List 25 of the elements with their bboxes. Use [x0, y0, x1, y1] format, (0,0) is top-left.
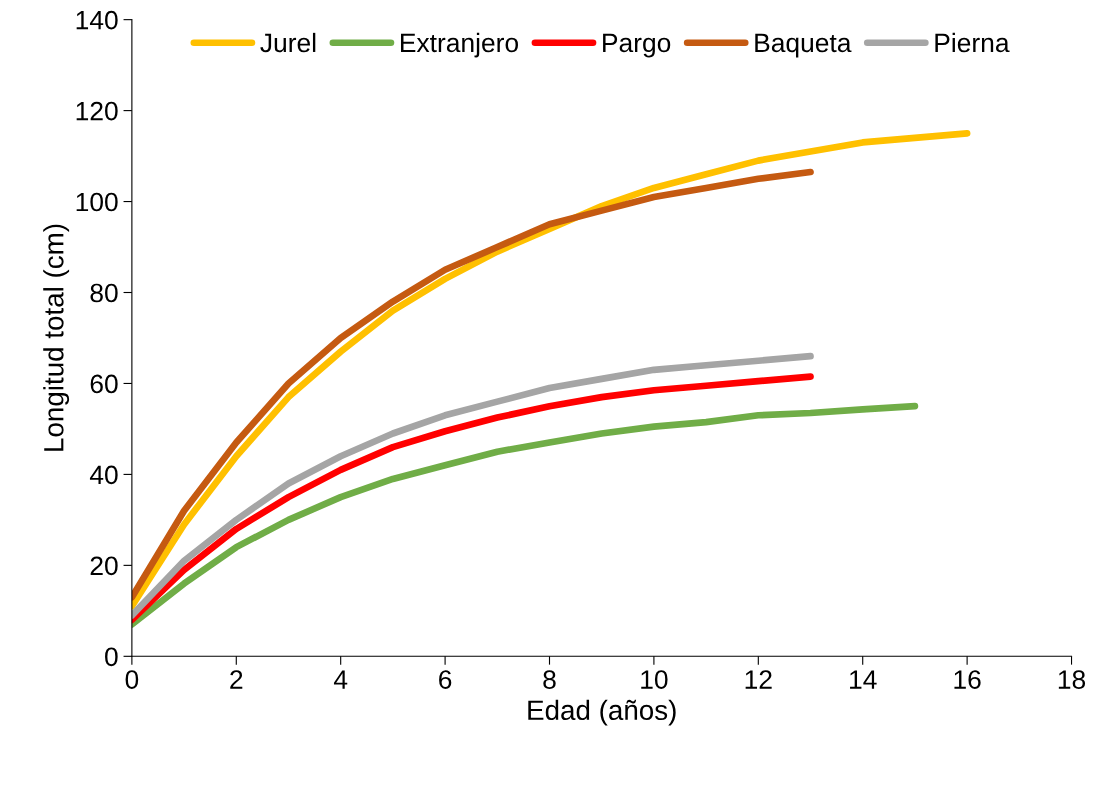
x-tick-label: 4 [333, 670, 348, 689]
x-tick-label: 6 [439, 670, 452, 689]
legend-label: Extranjero [401, 32, 519, 58]
x-tick-label: 18 [1058, 670, 1086, 689]
x-tick-label: 14 [850, 670, 877, 689]
x-tick-label: 10 [641, 670, 668, 689]
x-axis-title: Edad (años) [528, 699, 676, 726]
y-tick-label: 0 [105, 647, 118, 667]
x-tick-label: 2 [230, 670, 243, 689]
legend-label: Pargo [603, 33, 671, 58]
y-tick-label: 140 [76, 10, 118, 30]
y-tick-label: 40 [89, 465, 118, 485]
legend-label: Pierna [935, 32, 1010, 53]
y-tick-label: 100 [76, 192, 118, 212]
y-tick-label: 120 [76, 101, 118, 121]
x-tick-label: 8 [543, 670, 556, 689]
y-tick-label: 60 [90, 374, 118, 394]
y-tick-label: 80 [90, 283, 118, 303]
x-tick-label: 0 [125, 670, 139, 689]
y-axis-title: Longitud total (cm) [43, 224, 70, 451]
x-tick-label: 12 [745, 670, 772, 689]
x-tick-label: 16 [954, 670, 981, 689]
legend-label: Jurel [260, 32, 316, 53]
y-tick-label: 20 [90, 556, 118, 576]
legend-label: Baqueta [755, 33, 852, 58]
